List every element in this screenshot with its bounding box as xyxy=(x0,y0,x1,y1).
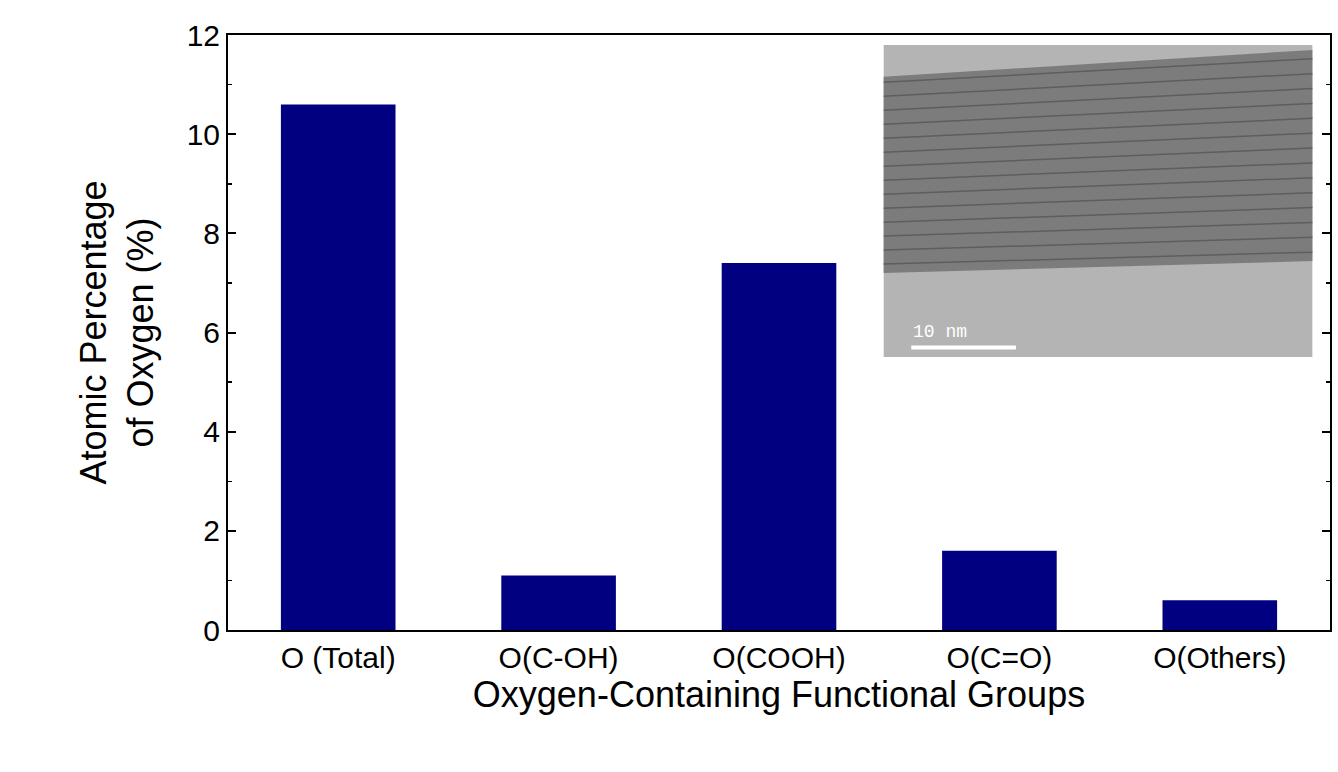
svg-text:8: 8 xyxy=(203,217,220,250)
svg-text:Oxygen-Containing Functional G: Oxygen-Containing Functional Groups xyxy=(473,674,1085,715)
svg-text:0: 0 xyxy=(203,614,220,647)
svg-text:O(C=O): O(C=O) xyxy=(946,641,1052,674)
svg-text:O(COOH): O(COOH) xyxy=(712,641,845,674)
svg-text:2: 2 xyxy=(203,514,220,547)
svg-text:O (Total): O (Total) xyxy=(281,641,396,674)
svg-text:10: 10 xyxy=(187,118,220,151)
svg-text:12: 12 xyxy=(187,19,220,52)
svg-text:4: 4 xyxy=(203,415,220,448)
svg-text:10 nm: 10 nm xyxy=(913,322,967,342)
svg-text:Atomic Percentageof Oxygen (%): Atomic Percentageof Oxygen (%) xyxy=(73,180,161,484)
svg-text:O(Others): O(Others) xyxy=(1153,641,1286,674)
svg-text:O(C-OH): O(C-OH) xyxy=(499,641,619,674)
svg-text:6: 6 xyxy=(203,316,220,349)
